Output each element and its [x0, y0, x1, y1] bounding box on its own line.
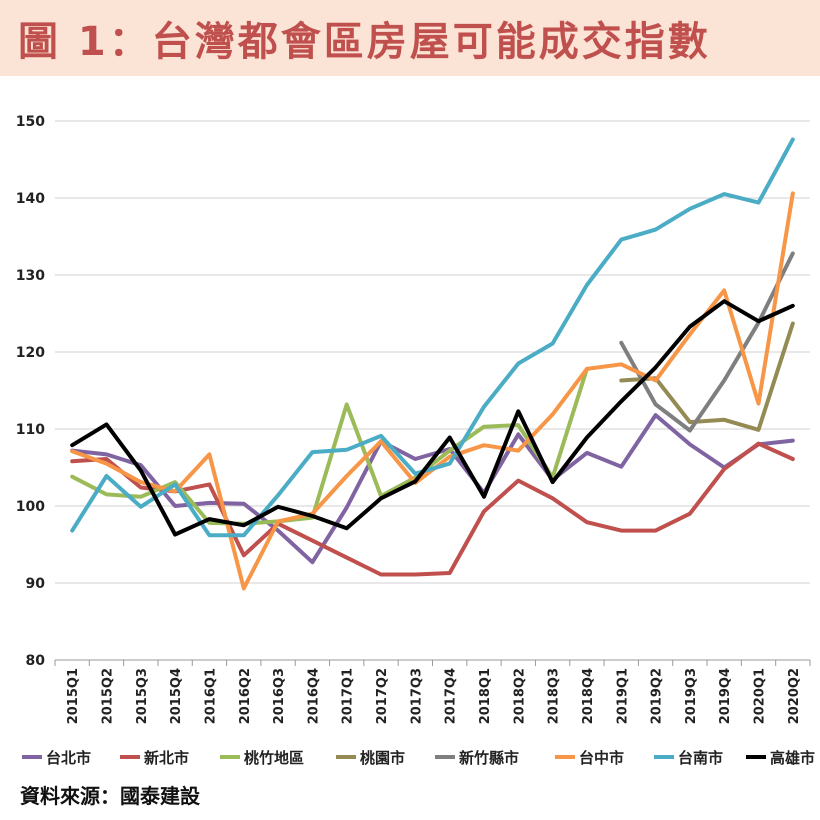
legend-label-3: 桃園市	[360, 749, 405, 767]
x-tick-label: 2018Q1	[478, 668, 493, 724]
x-tick-label: 2019Q3	[684, 668, 699, 724]
x-tick-label: 2018Q3	[547, 668, 562, 724]
x-tick-label: 2016Q4	[306, 668, 321, 724]
y-tick-label: 90	[26, 576, 46, 592]
x-tick-label: 2015Q3	[135, 668, 150, 724]
x-tick-label: 2019Q1	[615, 668, 630, 724]
x-tick-label: 2019Q2	[650, 668, 665, 724]
x-tick-label: 2017Q4	[444, 668, 459, 724]
x-tick-label: 2016Q2	[238, 668, 253, 724]
x-tick-label: 2020Q2	[787, 668, 802, 724]
y-tick-label: 130	[16, 268, 45, 284]
y-tick-label: 80	[26, 653, 46, 669]
x-tick-label: 2017Q3	[409, 668, 424, 724]
y-tick-label: 150	[16, 114, 45, 130]
title-banner: 圖 1：台灣都會區房屋可能成交指數	[0, 0, 820, 76]
series-line-1	[70, 441, 795, 577]
x-tick-label: 2016Q3	[272, 668, 287, 724]
gridlines	[55, 120, 810, 661]
x-tick-label: 2018Q2	[512, 668, 527, 724]
x-tick-label: 2018Q4	[581, 668, 596, 724]
legend-label-0: 台北市	[46, 749, 91, 767]
legend-label-5: 台中市	[579, 749, 624, 767]
legend-label-7: 高雄市	[770, 749, 815, 767]
line-chart: 80 90 100 110 120 130 140 150 2015Q1 2015Q2 2015Q3…	[16, 114, 815, 767]
series-line-7	[70, 299, 795, 537]
x-tick-label: 2017Q1	[341, 668, 356, 724]
series-line-5	[70, 191, 795, 591]
legend: 台北市 新北市 桃竹地區 桃園市 新竹縣市 台中市 台南市 高雄市	[22, 749, 815, 767]
series-line-2	[70, 366, 589, 526]
x-tick-label: 2019Q4	[718, 668, 733, 724]
series-line-4	[619, 251, 795, 433]
source-note: 資料來源：國泰建設	[20, 784, 200, 808]
x-tick-label: 2015Q1	[66, 668, 81, 724]
series-lines	[70, 137, 795, 591]
series-line-6	[70, 137, 795, 538]
axes: 80 90 100 110 120 130 140 150 2015Q1 2015Q2 2015Q3…	[16, 114, 811, 724]
y-tick-label: 100	[16, 499, 45, 515]
y-tick-label: 110	[16, 422, 45, 438]
chart-title: 圖 1：台灣都會區房屋可能成交指數	[18, 19, 711, 65]
x-tick-label: 2015Q4	[169, 668, 184, 724]
x-tick-label: 2017Q2	[375, 668, 390, 724]
legend-label-4: 新竹縣市	[459, 749, 519, 767]
y-tick-label: 120	[16, 345, 45, 361]
legend-label-2: 桃竹地區	[244, 749, 304, 767]
x-tick-label: 2020Q1	[753, 668, 768, 724]
legend-label-1: 新北市	[144, 749, 189, 767]
legend-label-6: 台南市	[678, 749, 723, 767]
y-tick-label: 140	[16, 191, 45, 207]
x-tick-label: 2016Q1	[203, 668, 218, 724]
x-tick-label: 2015Q2	[100, 668, 115, 724]
